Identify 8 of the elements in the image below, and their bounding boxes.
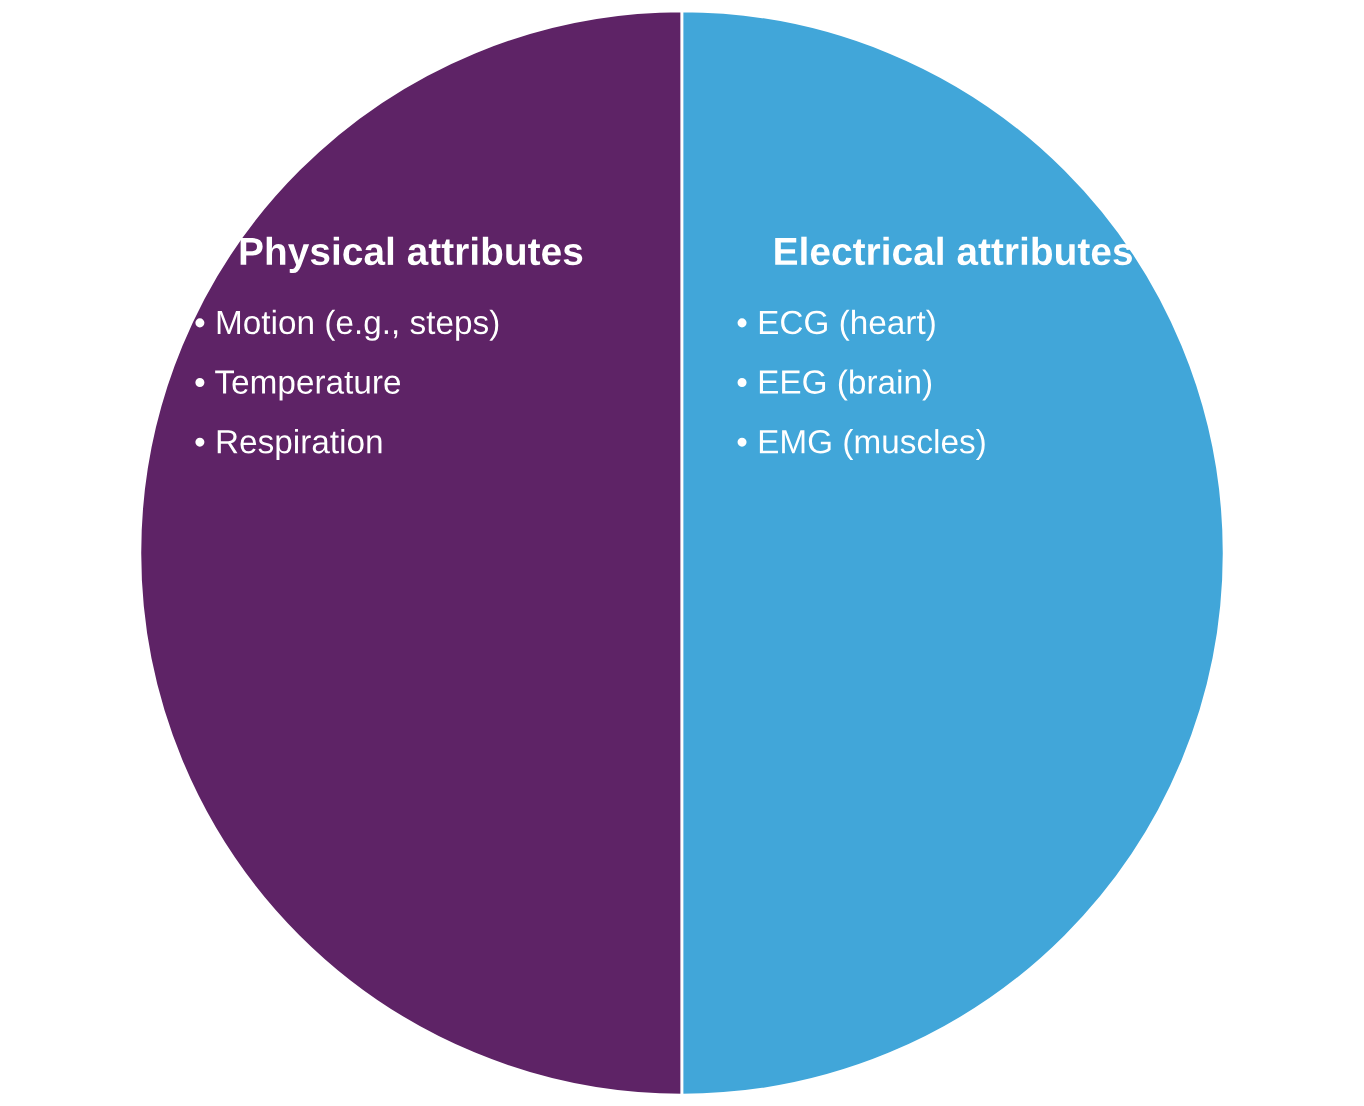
text: • EEG (brain) bbox=[737, 369, 932, 401]
slice-label: Electrical attributes bbox=[775, 236, 1132, 266]
text: • EMG (muscles) bbox=[737, 429, 985, 461]
text: • Respiration bbox=[195, 429, 382, 461]
slice-label: Physical attributes bbox=[240, 236, 583, 273]
text: • Motion (e.g., steps) bbox=[195, 309, 499, 341]
text: • Temperature bbox=[195, 370, 401, 401]
text: • ECG (heart) bbox=[737, 309, 935, 341]
